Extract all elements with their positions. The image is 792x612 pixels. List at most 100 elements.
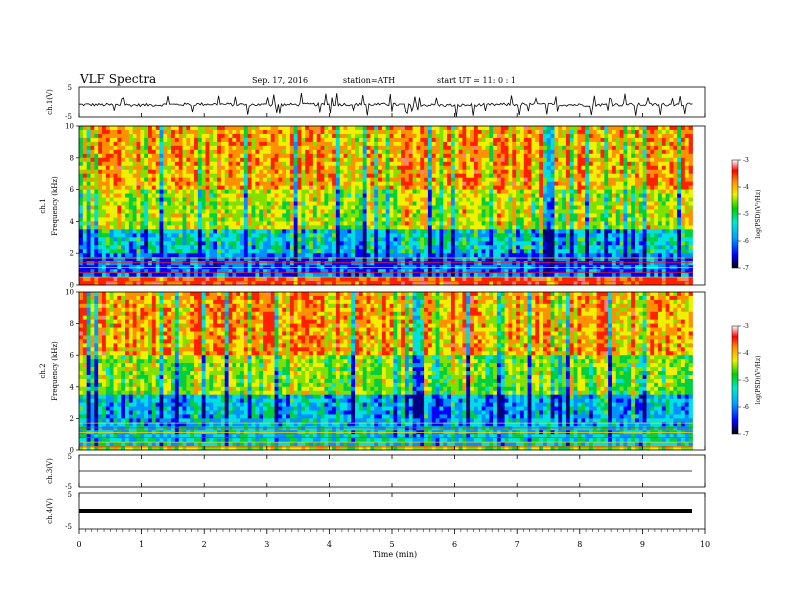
spectrogram-cell — [424, 189, 429, 194]
spectrogram-cell — [98, 185, 103, 191]
spectrogram-cell — [286, 161, 291, 167]
spectrogram-cell — [140, 161, 145, 167]
spectrogram-cell — [332, 193, 337, 198]
spectrogram-cell — [240, 153, 245, 159]
spectrogram-cell — [661, 201, 667, 206]
spectrogram-cell — [600, 201, 605, 206]
spectrogram-cell — [673, 169, 678, 175]
spectrogram-cell — [301, 137, 306, 143]
spectrogram-cell — [151, 145, 157, 151]
spectrogram-cell — [286, 126, 291, 131]
spectrogram-cell — [217, 201, 222, 206]
spectrogram-cell — [669, 229, 674, 234]
spectrogram-cell — [136, 209, 141, 214]
spectrogram-cell — [236, 129, 241, 135]
spectrogram-cell — [500, 233, 505, 238]
spectrogram-cell — [412, 173, 417, 179]
spectrogram-cell — [332, 233, 337, 238]
spectrogram-cell — [332, 149, 337, 155]
spectrogram-cell — [393, 177, 398, 183]
spectrogram-cell — [305, 225, 310, 230]
spectrogram-cell — [305, 189, 310, 194]
spectrogram-cell — [109, 177, 114, 183]
spectrogram-cell — [596, 141, 601, 147]
spectrogram-cell — [443, 165, 448, 171]
spectrogram-cell — [332, 177, 337, 183]
spectrogram-cell — [546, 165, 552, 171]
spectrogram-cell — [259, 173, 264, 179]
spectrogram-cell — [220, 241, 226, 246]
spectrogram-cell — [374, 221, 379, 226]
spectrogram-cell — [140, 213, 145, 218]
spectrogram-cell — [102, 149, 107, 155]
spectrogram-cell — [128, 161, 134, 167]
spectrogram-cell — [577, 209, 582, 214]
spectrogram-cell — [263, 229, 268, 234]
spectrogram-cell — [389, 145, 394, 151]
spectrogram-cell — [393, 149, 398, 155]
spectrogram-cell — [236, 141, 241, 147]
spectrogram-cell — [105, 217, 111, 222]
spectrogram-cell — [90, 169, 95, 175]
spectrogram-cell — [588, 153, 594, 159]
spectrogram-cell — [657, 201, 663, 206]
spectrogram-cell — [554, 217, 559, 222]
spectrogram-cell — [646, 233, 651, 238]
spectrogram-cell — [458, 201, 463, 206]
spectrogram-cell — [205, 173, 210, 179]
spectrogram-cell — [581, 181, 586, 187]
spectrogram-cell — [592, 129, 598, 135]
spectrogram-cell — [623, 205, 628, 210]
spectrogram-cell — [312, 189, 318, 194]
spectrogram-cell — [121, 233, 126, 238]
spectrogram-cell — [619, 173, 624, 179]
spectrogram-cell — [335, 173, 341, 179]
spectrogram-cell — [588, 129, 594, 135]
spectrogram-cell — [113, 245, 118, 250]
spectrogram-cell — [470, 181, 475, 187]
spectrogram-cell — [309, 193, 314, 198]
spectrogram-cell — [209, 137, 214, 143]
spectrogram-cell — [144, 193, 149, 198]
spectrogram-cell — [278, 189, 283, 194]
spectrogram-cell — [397, 221, 402, 226]
spectrogram-cell — [493, 185, 498, 191]
spectrogram-cell — [378, 221, 383, 226]
spectrogram-cell — [673, 245, 678, 250]
spectrogram-cell — [105, 249, 111, 254]
spectrogram-cell — [577, 185, 582, 191]
spectrogram-cell — [485, 173, 490, 179]
spectrogram-cell — [634, 153, 640, 159]
spectrogram-cell — [401, 181, 406, 187]
spectrogram-cell — [542, 229, 548, 234]
spectrogram-cell — [634, 245, 640, 250]
spectrogram-cell — [309, 189, 314, 194]
spectrogram-cell — [343, 209, 348, 214]
spectrogram-cell — [178, 213, 183, 218]
spectrogram-cell — [213, 126, 218, 131]
spectrogram-cell — [573, 153, 578, 159]
spectrogram-cell — [489, 181, 494, 187]
spectrogram-cell — [650, 165, 655, 171]
spectrogram-cell — [328, 157, 333, 163]
spectrogram-cell — [86, 225, 91, 230]
spectrogram-cell — [654, 229, 659, 234]
spectrogram-cell — [516, 233, 521, 238]
spectrogram-cell — [144, 141, 149, 147]
spectrogram-cell — [684, 217, 690, 222]
spectrogram-cell — [243, 133, 249, 139]
spectrogram-cell — [128, 213, 134, 218]
spectrogram-cell — [450, 137, 456, 143]
spectrogram-cell — [638, 193, 644, 198]
spectrogram-cell — [82, 229, 88, 234]
spectrogram-cell — [531, 185, 536, 191]
spectrogram-cell — [489, 141, 494, 147]
spectrogram-cell — [362, 245, 367, 250]
spectrogram-cell — [519, 205, 525, 210]
spectrogram-cell — [462, 185, 467, 191]
spectrogram-cell — [523, 225, 528, 230]
spectrogram-cell — [174, 189, 180, 194]
spectrogram-cell — [585, 126, 590, 131]
spectrogram-cell — [477, 153, 482, 159]
spectrogram-cell — [546, 237, 552, 242]
